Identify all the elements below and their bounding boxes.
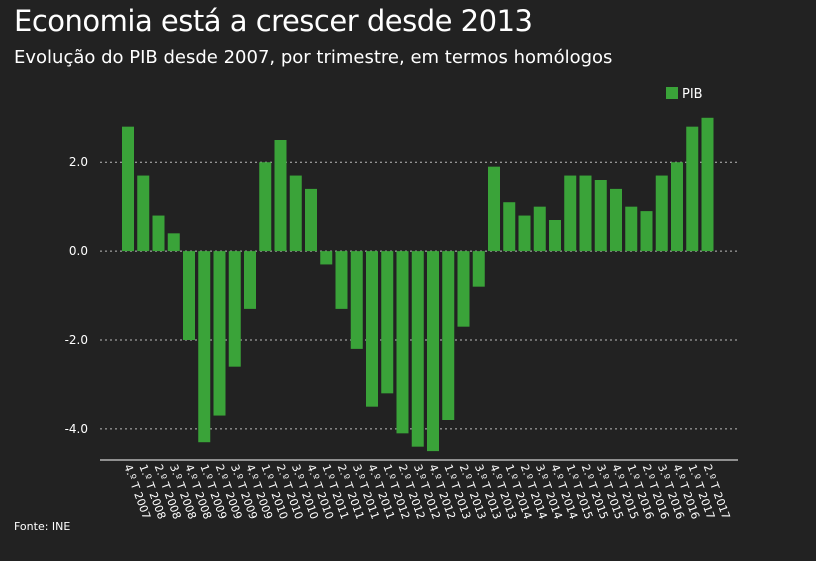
- bar: [320, 251, 333, 265]
- legend: PIB: [666, 87, 703, 102]
- bar: [442, 251, 455, 420]
- bar: [427, 251, 439, 452]
- bar: [411, 251, 424, 447]
- chart-title: Economia está a crescer desde 2013: [14, 4, 533, 38]
- bar: [503, 202, 516, 252]
- bars-group: [122, 117, 714, 452]
- source-note: Fonte: INE: [14, 520, 71, 533]
- bar: [274, 140, 287, 252]
- bar: [183, 251, 195, 340]
- y-tick-label: -4.0: [65, 422, 88, 436]
- bar: [228, 251, 241, 367]
- bar: [259, 162, 272, 252]
- bar: [564, 175, 577, 252]
- bar: [701, 117, 714, 252]
- bar: [549, 220, 561, 252]
- bar: [305, 188, 317, 252]
- bar: [686, 126, 699, 252]
- bar: [640, 211, 653, 252]
- y-tick-label: 2.0: [69, 155, 88, 169]
- bar: [289, 175, 302, 252]
- bar: [488, 166, 500, 252]
- bar: [366, 251, 378, 407]
- bar: [167, 233, 180, 252]
- bar: [610, 188, 622, 252]
- bar: [335, 251, 348, 309]
- bar: [655, 175, 668, 252]
- bar: [244, 251, 256, 309]
- bar: [350, 251, 363, 349]
- legend-swatch: [666, 87, 678, 99]
- bar: [579, 175, 592, 252]
- bar: [518, 215, 531, 252]
- bar: [625, 206, 638, 252]
- legend-label: PIB: [682, 87, 703, 102]
- chart-subtitle: Evolução do PIB desde 2007, por trimestr…: [14, 47, 613, 68]
- y-tick-label: -2.0: [65, 333, 88, 347]
- bar: [472, 251, 485, 287]
- bar: [457, 251, 470, 327]
- bar: [396, 251, 409, 434]
- bar: [533, 206, 546, 252]
- bar: [381, 251, 394, 394]
- bar: [213, 251, 226, 416]
- bar: [122, 126, 134, 252]
- bar: [671, 162, 683, 252]
- bar: [198, 251, 211, 443]
- bar: [152, 215, 165, 252]
- bar: [137, 175, 150, 252]
- y-tick-labels: 2.0 0.0 -2.0 -4.0: [65, 155, 88, 436]
- bar: [594, 180, 607, 252]
- y-tick-label: 0.0: [69, 244, 88, 258]
